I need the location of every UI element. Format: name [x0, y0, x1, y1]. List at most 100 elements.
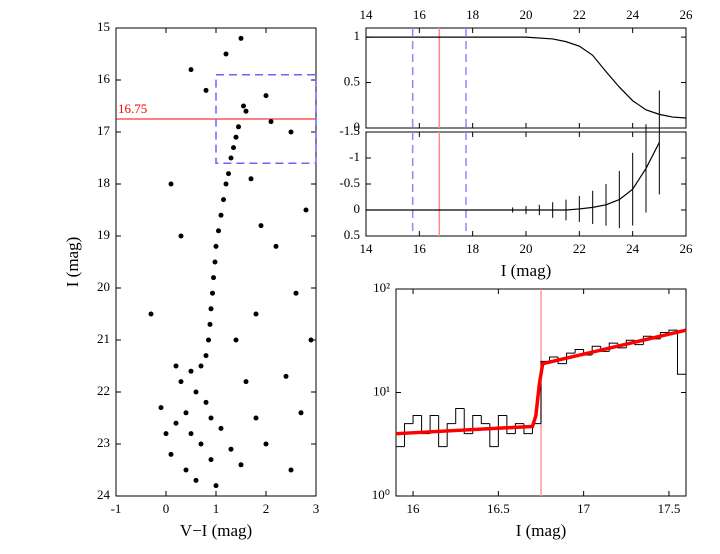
x-tick-label: 17 [577, 501, 591, 516]
star-point [183, 410, 189, 416]
histogram-step [463, 408, 473, 435]
star-point [228, 155, 234, 161]
y-tick-label: -1.5 [339, 123, 360, 138]
y-tick-label: 0 [354, 119, 361, 134]
y-tick-label: 10⁰ [372, 487, 390, 502]
star-point [198, 363, 204, 369]
star-point [178, 379, 184, 385]
star-point [293, 290, 299, 296]
star-point [203, 87, 209, 93]
star-point [233, 134, 239, 140]
histogram-step [472, 414, 482, 434]
y-tick-label: 16 [97, 71, 111, 86]
star-point [243, 379, 249, 385]
x-tick-label: 22 [573, 7, 586, 22]
star-point [203, 399, 209, 405]
y-tick-label: -1 [349, 149, 360, 164]
x-tick-label: 3 [313, 501, 320, 516]
x-tick-label: 0 [163, 501, 170, 516]
star-point [218, 212, 224, 218]
histogram-step [438, 415, 448, 448]
star-point [163, 431, 169, 437]
x-tick-label: -1 [111, 501, 122, 516]
bias-line [366, 142, 660, 211]
histogram-step [429, 414, 439, 434]
star-point [168, 181, 174, 187]
star-point [223, 181, 229, 187]
x-tick-label: 16 [413, 7, 427, 22]
star-point [218, 425, 224, 431]
x-tick-label: 20 [520, 241, 533, 256]
histogram-step [506, 415, 516, 435]
star-point [211, 275, 216, 281]
star-point [208, 457, 214, 463]
histogram-step [574, 349, 584, 354]
y-tick-label: 22 [97, 383, 110, 398]
star-point [223, 51, 229, 57]
star-point [263, 93, 269, 99]
x-tick-label: 24 [626, 241, 640, 256]
star-point [188, 67, 194, 73]
star-point [268, 119, 274, 125]
histogram-step [514, 423, 524, 434]
y-tick-label: 1 [354, 28, 361, 43]
histogram-step [480, 415, 490, 425]
histogram-step [676, 330, 686, 375]
star-point [233, 337, 239, 343]
star-point [173, 420, 179, 426]
star-point [216, 228, 221, 234]
fit-line [395, 328, 687, 436]
star-point [231, 145, 236, 151]
x-axis-label: I (mag) [501, 261, 552, 280]
histogram-step [497, 414, 507, 447]
star-point [253, 311, 259, 317]
histogram-step [412, 414, 422, 424]
x-tick-label: 18 [466, 7, 479, 22]
star-point [236, 124, 241, 130]
star-point [212, 259, 218, 265]
star-point [213, 483, 219, 489]
x-tick-label: 16.5 [487, 501, 510, 516]
y-tick-label: 0.5 [344, 227, 360, 242]
y-tick-label: 21 [97, 331, 110, 346]
star-point [228, 446, 234, 452]
x-tick-label: 26 [680, 7, 694, 22]
star-point [248, 176, 254, 182]
star-point [243, 108, 249, 114]
y-tick-label: 24 [97, 487, 111, 502]
star-point [173, 363, 179, 369]
y-tick-label: 17 [97, 123, 111, 138]
star-point [203, 353, 209, 359]
star-point [188, 368, 194, 374]
star-point [188, 431, 194, 437]
x-tick-label: 14 [360, 7, 374, 22]
x-tick-label: 20 [520, 7, 533, 22]
star-point [288, 467, 294, 473]
y-tick-label: 10² [373, 280, 390, 295]
star-point [193, 477, 199, 483]
star-point [168, 451, 174, 457]
star-point [238, 35, 244, 41]
y-tick-label: 18 [97, 175, 110, 190]
x-tick-label: 17.5 [658, 501, 681, 516]
y-tick-label: 10¹ [373, 383, 390, 398]
y-tick-label: 0 [354, 201, 361, 216]
star-point [298, 410, 304, 416]
histogram-step [489, 423, 499, 448]
star-point [206, 337, 211, 343]
star-point [207, 321, 213, 327]
reference-label: 16.75 [118, 101, 147, 116]
star-point [221, 197, 226, 203]
x-axis-label: V−I (mag) [180, 521, 252, 540]
histogram-step [446, 423, 456, 447]
x-tick-label: 16 [413, 241, 427, 256]
plot-frame [365, 27, 687, 129]
histogram-step [668, 329, 678, 333]
completeness-line [366, 36, 687, 119]
star-point [283, 373, 289, 379]
x-tick-label: 22 [573, 241, 586, 256]
x-tick-label: 18 [466, 241, 479, 256]
y-tick-label: 20 [97, 279, 110, 294]
star-point [198, 441, 204, 447]
